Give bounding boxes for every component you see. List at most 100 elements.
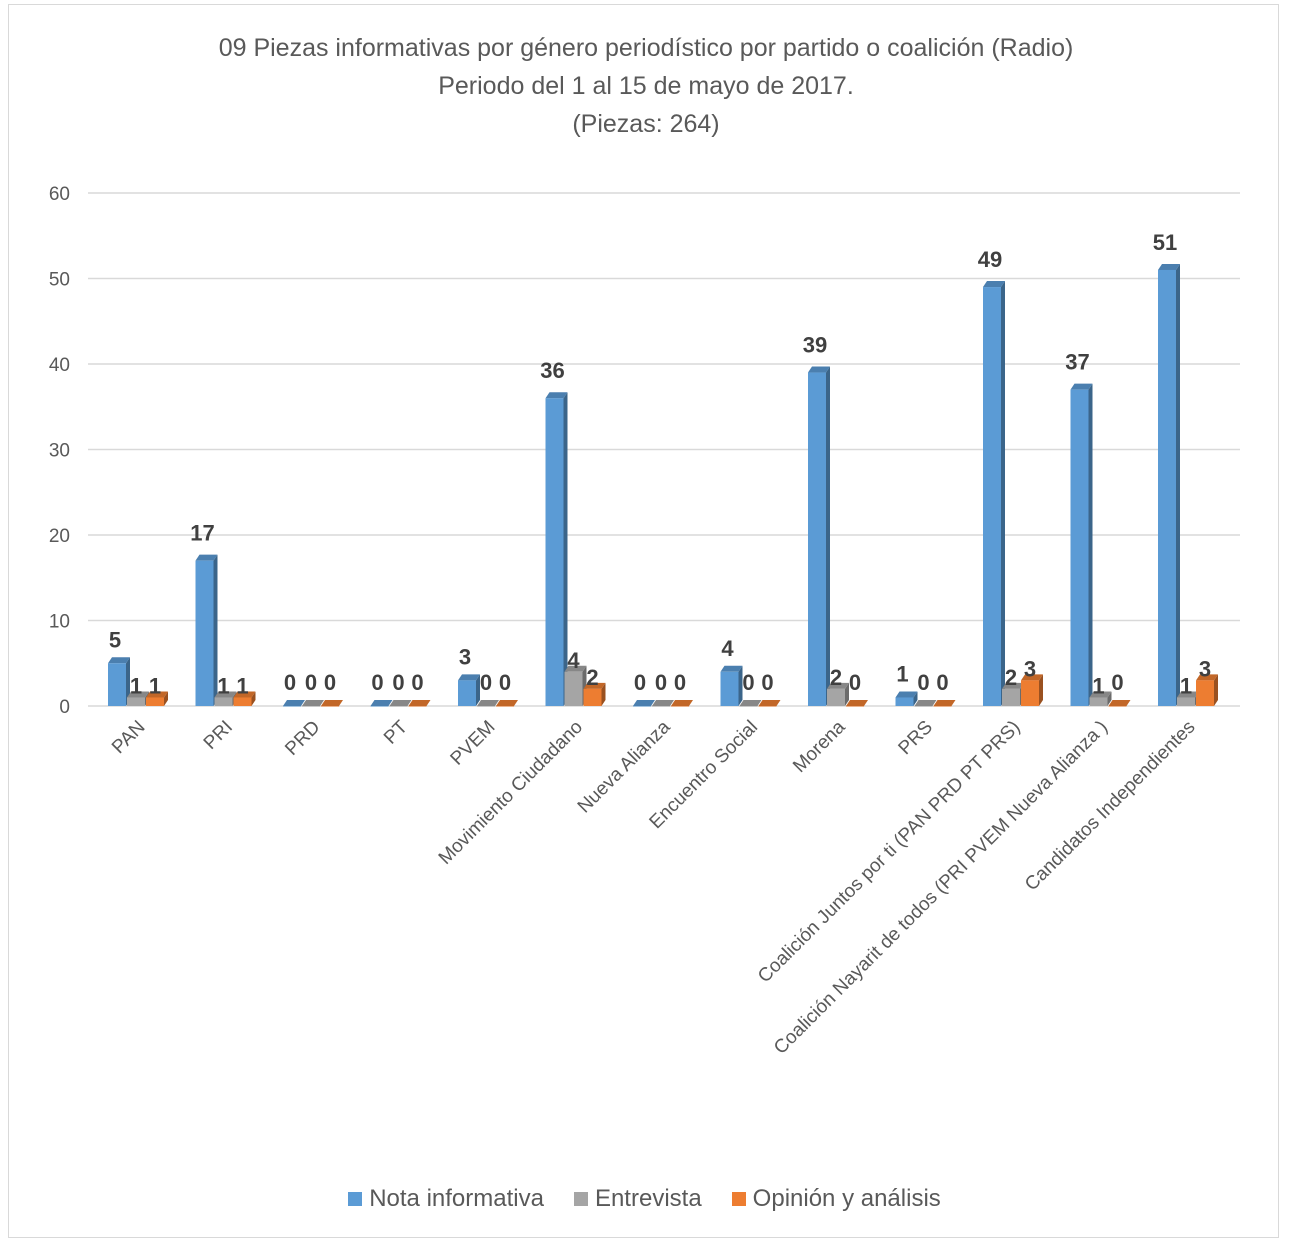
bar bbox=[108, 663, 126, 706]
bar-top bbox=[827, 682, 849, 689]
data-label: 0 bbox=[411, 670, 423, 695]
bar bbox=[1089, 697, 1108, 706]
category-label: Candidatos Independientes bbox=[1021, 717, 1199, 895]
bar-top bbox=[564, 665, 587, 672]
data-label: 0 bbox=[499, 670, 511, 695]
legend-swatch bbox=[731, 1192, 746, 1206]
bar-top bbox=[983, 281, 1005, 288]
data-label: 0 bbox=[324, 670, 336, 695]
category-label: PT bbox=[380, 716, 412, 748]
data-label: 49 bbox=[978, 247, 1002, 272]
bar-top bbox=[496, 700, 518, 706]
legend-swatch bbox=[573, 1192, 588, 1206]
legend-item: Opinión y análisis bbox=[731, 1185, 941, 1213]
bar bbox=[583, 688, 602, 706]
legend-item: Nota informativa bbox=[348, 1185, 544, 1213]
bar-top bbox=[458, 674, 480, 681]
bar-top bbox=[108, 657, 130, 664]
legend-label: Entrevista bbox=[594, 1185, 702, 1212]
bar-top bbox=[583, 682, 606, 689]
data-label: 3 bbox=[1199, 656, 1211, 681]
y-tick-label: 60 bbox=[49, 184, 70, 205]
bar bbox=[127, 697, 145, 706]
bar bbox=[146, 697, 164, 706]
data-label: 51 bbox=[1153, 230, 1177, 255]
bar-top bbox=[633, 700, 655, 706]
data-label: 1 bbox=[236, 673, 248, 698]
bar-top bbox=[146, 691, 168, 698]
data-label: 0 bbox=[655, 670, 667, 695]
bar-side bbox=[738, 665, 743, 706]
bar bbox=[933, 706, 952, 707]
bar-side bbox=[913, 691, 918, 706]
bar-side bbox=[126, 657, 130, 706]
data-label: 3 bbox=[459, 644, 471, 669]
data-label: 0 bbox=[392, 670, 404, 695]
bar bbox=[1177, 697, 1195, 706]
y-tick-label: 20 bbox=[49, 526, 70, 547]
bar-top bbox=[195, 554, 218, 561]
bar-top bbox=[739, 700, 762, 706]
bar-side bbox=[1214, 674, 1218, 706]
data-label: 1 bbox=[130, 673, 142, 698]
chart-title: 09 Piezas informativas por género period… bbox=[219, 34, 1074, 62]
category-label: Coalición Nayarit de todos (PRI PVEM Nue… bbox=[770, 717, 1112, 1059]
category-label: Movimiento Ciudadano bbox=[435, 717, 587, 869]
bar bbox=[671, 706, 689, 707]
bar-side bbox=[1176, 263, 1180, 706]
data-label: 0 bbox=[936, 670, 948, 695]
bar-top bbox=[758, 700, 781, 706]
bar-top bbox=[283, 700, 305, 706]
data-label: 0 bbox=[634, 670, 646, 695]
bar-top bbox=[914, 700, 937, 706]
bar-top bbox=[720, 665, 743, 672]
category-label: PRI bbox=[200, 717, 237, 754]
bar bbox=[214, 697, 233, 706]
legend: Nota informativa Entrevista Opinión y anál… bbox=[0, 1185, 1289, 1213]
bar-top bbox=[1196, 674, 1218, 681]
bar-side bbox=[601, 682, 606, 706]
bar-top bbox=[127, 691, 149, 698]
bars bbox=[108, 263, 1218, 707]
data-label: 4 bbox=[721, 636, 734, 661]
bar-side bbox=[563, 392, 568, 706]
bar-top bbox=[408, 700, 431, 706]
bar bbox=[195, 560, 214, 706]
bar-top bbox=[1158, 263, 1180, 270]
y-tick-label: 10 bbox=[49, 612, 70, 633]
bar-side bbox=[251, 691, 256, 706]
category-label: PAN bbox=[108, 717, 149, 758]
y-axis-labels: 0 10 20 30 40 50 60 bbox=[49, 184, 70, 718]
bar-side bbox=[1107, 691, 1112, 706]
bar-side bbox=[1088, 383, 1093, 706]
category-label: PRS bbox=[895, 717, 937, 759]
legend-label: Opinión y análisis bbox=[752, 1185, 941, 1212]
bar bbox=[1196, 680, 1214, 706]
bar-side bbox=[164, 691, 168, 706]
bar bbox=[1002, 688, 1020, 706]
data-label: 5 bbox=[109, 627, 121, 652]
bar bbox=[1021, 680, 1039, 706]
bar bbox=[633, 706, 651, 707]
bar bbox=[458, 680, 476, 706]
data-label: 36 bbox=[540, 358, 564, 383]
data-label: 0 bbox=[917, 670, 929, 695]
bar bbox=[233, 697, 252, 706]
bar bbox=[477, 706, 495, 707]
bar bbox=[827, 688, 845, 706]
bar-top bbox=[1002, 682, 1024, 689]
bar-top bbox=[233, 691, 256, 698]
bar bbox=[652, 706, 670, 707]
bar-top bbox=[1089, 691, 1112, 698]
bar bbox=[1070, 389, 1089, 706]
data-label: 1 bbox=[217, 673, 229, 698]
bar-side bbox=[1001, 281, 1005, 706]
category-label: PVEM bbox=[447, 717, 500, 770]
gridlines bbox=[88, 192, 1240, 707]
data-label: 1 bbox=[1092, 673, 1104, 698]
bar bbox=[564, 671, 583, 706]
bar bbox=[1108, 706, 1127, 707]
data-label: 39 bbox=[803, 333, 827, 358]
